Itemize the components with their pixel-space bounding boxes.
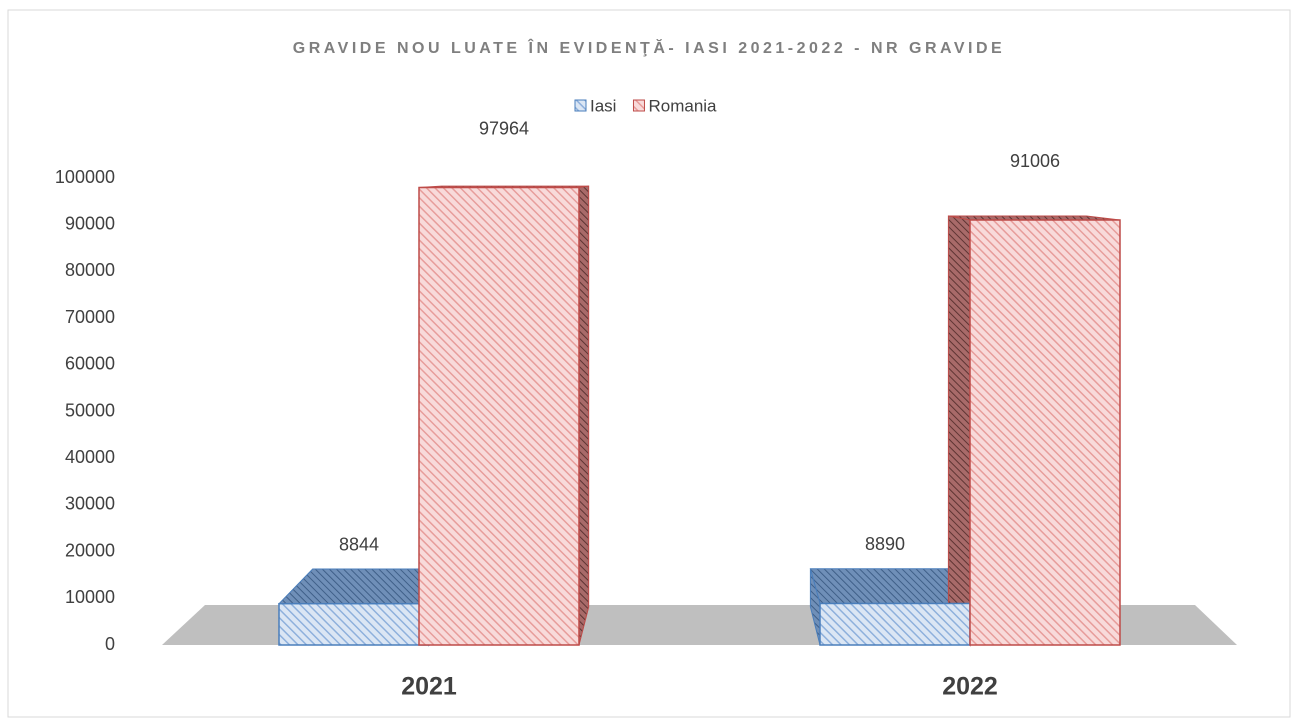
x-tick-label: 2022 — [942, 673, 998, 701]
x-tick-label: 2021 — [401, 673, 457, 701]
legend-swatch — [632, 99, 645, 112]
bar — [969, 219, 1121, 646]
y-tick-label: 40000 — [65, 447, 115, 467]
bar-top — [809, 568, 971, 604]
data-label: 97964 — [479, 118, 529, 138]
y-tick-label: 90000 — [65, 213, 115, 233]
legend-swatch — [574, 99, 587, 112]
y-tick-label: 100000 — [55, 167, 115, 187]
legend-label: Iasi — [590, 96, 616, 115]
legend-label: Romania — [648, 96, 717, 115]
y-tick-label: 60000 — [65, 354, 115, 374]
y-tick-label: 10000 — [65, 587, 115, 607]
y-tick-label: 0 — [105, 634, 115, 654]
data-label: 8890 — [865, 534, 905, 554]
bar-side — [947, 215, 971, 647]
y-tick-label: 80000 — [65, 260, 115, 280]
y-tick-label: 50000 — [65, 400, 115, 420]
bar — [418, 186, 580, 646]
data-label: 8844 — [339, 534, 379, 554]
chart-title: GRAVIDE NOU LUATE ÎN EVIDENŢĂ- IASI 2021… — [293, 38, 1005, 57]
y-tick-label: 20000 — [65, 540, 115, 560]
data-label: 91006 — [1010, 151, 1060, 171]
bar — [278, 602, 430, 646]
bar-side — [578, 185, 590, 646]
bar — [819, 602, 971, 646]
y-tick-label: 70000 — [65, 307, 115, 327]
y-tick-label: 30000 — [65, 494, 115, 514]
